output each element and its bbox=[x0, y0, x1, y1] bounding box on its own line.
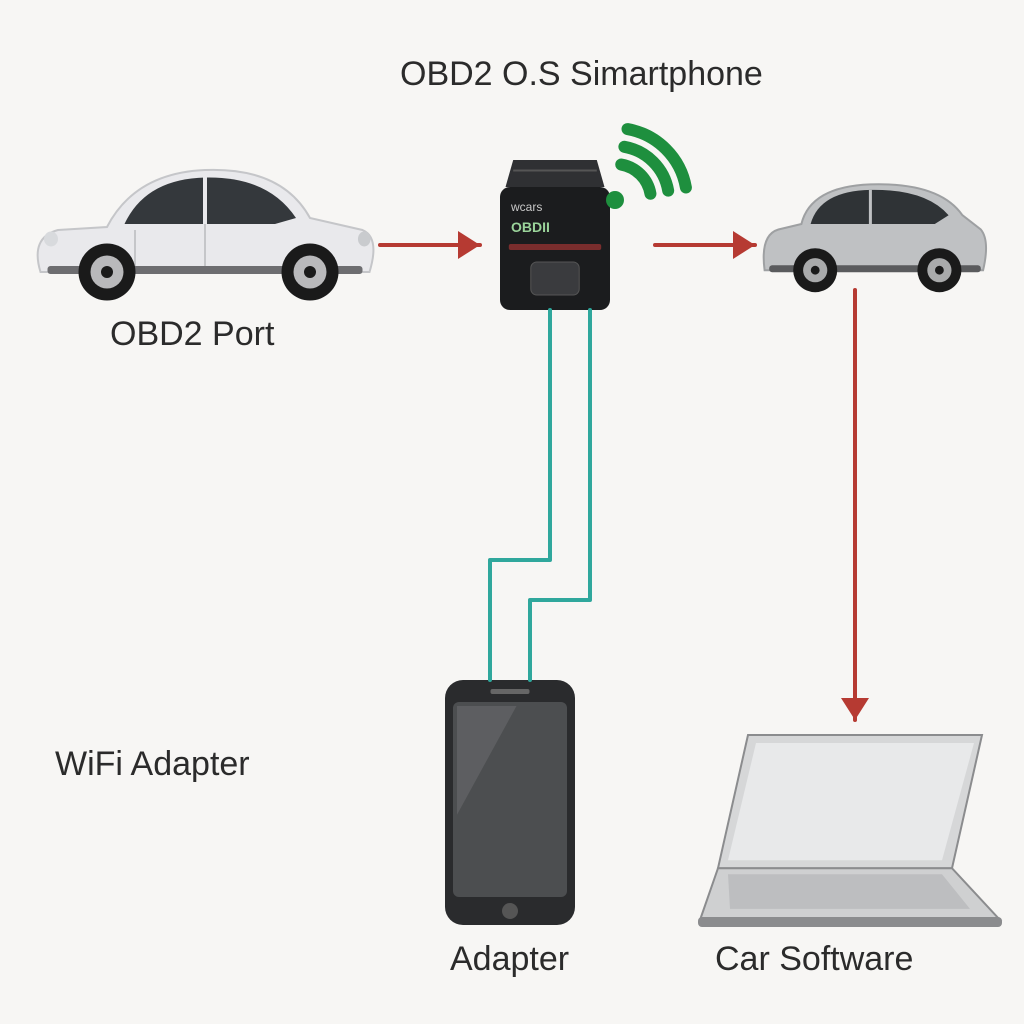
car-software-label: Car Software bbox=[715, 940, 913, 979]
obd2-port-label: OBD2 Port bbox=[110, 315, 274, 354]
adapter-label: Adapter bbox=[450, 940, 569, 979]
title-label: OBD2 O.S Simartphone bbox=[400, 55, 763, 94]
diagram-canvas bbox=[0, 0, 1024, 1024]
wifi-adapter-label: WiFi Adapter bbox=[55, 745, 250, 784]
